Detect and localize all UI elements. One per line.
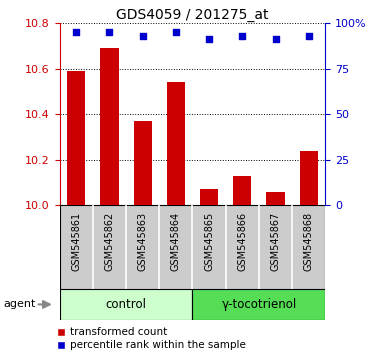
Bar	[266, 192, 285, 205]
Point	[106, 29, 112, 35]
Point	[306, 33, 312, 39]
Text: agent: agent	[4, 299, 36, 309]
Text: GSM545862: GSM545862	[104, 212, 114, 271]
Point	[173, 29, 179, 35]
Text: GSM545865: GSM545865	[204, 212, 214, 271]
Bar	[233, 176, 251, 205]
Text: GSM545868: GSM545868	[304, 212, 314, 271]
Bar	[60, 289, 192, 320]
Point	[206, 36, 212, 42]
Bar	[300, 151, 318, 205]
Bar	[100, 48, 119, 205]
Point	[239, 33, 245, 39]
Text: control: control	[105, 298, 147, 311]
Bar	[67, 71, 85, 205]
Text: GSM545861: GSM545861	[71, 212, 81, 271]
Point	[273, 36, 279, 42]
Bar	[167, 82, 185, 205]
Bar	[192, 289, 325, 320]
Title: GDS4059 / 201275_at: GDS4059 / 201275_at	[116, 8, 269, 22]
Text: GSM545866: GSM545866	[237, 212, 247, 271]
Point	[140, 33, 146, 39]
Bar	[200, 189, 218, 205]
Legend: transformed count, percentile rank within the sample: transformed count, percentile rank withi…	[57, 327, 246, 350]
Bar	[134, 121, 152, 205]
Text: GSM545867: GSM545867	[271, 212, 281, 271]
Text: GSM545863: GSM545863	[138, 212, 148, 271]
Text: γ-tocotrienol: γ-tocotrienol	[221, 298, 296, 311]
Text: GSM545864: GSM545864	[171, 212, 181, 271]
Point	[73, 29, 79, 35]
